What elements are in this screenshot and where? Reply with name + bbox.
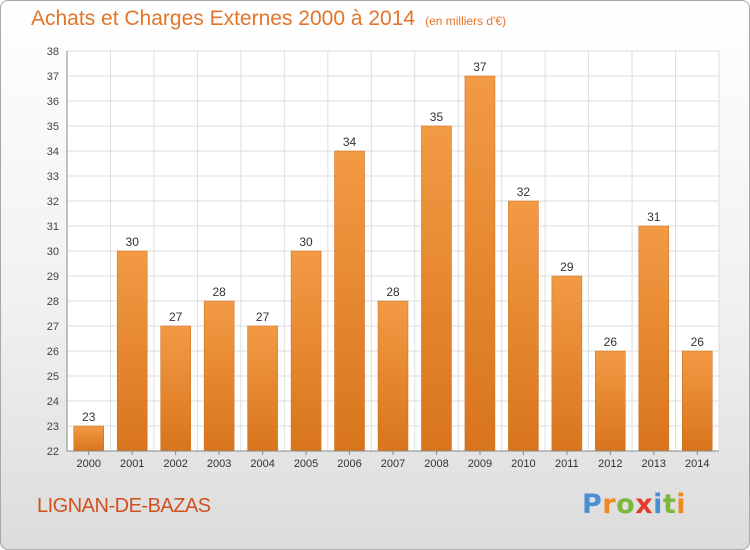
commune-name: LIGNAN-DE-BAZAS [37, 495, 211, 517]
chart-title: Achats et Charges Externes 2000 à 2014 [31, 7, 416, 30]
y-tick-label: 37 [47, 71, 59, 83]
y-tick-label: 24 [47, 396, 59, 408]
bar-2006 [334, 150, 365, 452]
logo-letter: i [676, 489, 687, 520]
bar-value-label: 31 [647, 210, 661, 224]
x-tick-label: 2002 [163, 458, 187, 470]
logo-letter: x [635, 489, 654, 520]
y-tick-label: 25 [47, 371, 59, 383]
x-tick-label: 2001 [120, 458, 144, 470]
bar-value-label: 23 [82, 410, 96, 424]
title-line: Achats et Charges Externes 2000 à 2014 (e… [31, 7, 506, 31]
y-tick-label: 32 [47, 196, 59, 208]
bar-2002 [160, 325, 191, 452]
bar-value-label: 26 [691, 335, 705, 349]
bar-value-label: 27 [256, 310, 270, 324]
bar-2000 [73, 425, 104, 452]
y-tick-label: 28 [47, 296, 59, 308]
bar-value-label: 29 [560, 260, 574, 274]
bar-value-label: 37 [473, 60, 487, 74]
y-tick-label: 26 [47, 346, 59, 358]
bar-value-label: 27 [169, 310, 183, 324]
bar-2014 [682, 350, 713, 452]
y-tick-label: 35 [47, 121, 59, 133]
bar-2001 [116, 250, 148, 452]
y-tick-label: 31 [47, 221, 59, 233]
logo-letter: i [653, 489, 663, 520]
y-tick-label: 23 [47, 421, 59, 433]
bar-2011 [551, 275, 583, 452]
y-tick-label: 27 [47, 321, 59, 333]
bar-2010 [508, 200, 539, 452]
bar-value-label: 28 [212, 285, 226, 299]
logo-letter: o [616, 489, 636, 520]
proxiti-logo: Proxiti [582, 489, 686, 520]
bar-2013 [638, 225, 670, 452]
logo-letter: P [582, 489, 603, 520]
chart-unit-note: (en milliers d'€) [425, 14, 507, 28]
bar-2008 [421, 125, 452, 452]
x-tick-label: 2007 [381, 458, 405, 470]
x-tick-label: 2012 [598, 458, 622, 470]
bar-2003 [203, 300, 235, 452]
bar-value-label: 30 [126, 235, 140, 249]
logo-letter: r [602, 489, 617, 520]
y-tick-label: 33 [47, 171, 59, 183]
bar-2004 [247, 325, 278, 452]
bar-value-label: 28 [386, 285, 400, 299]
y-tick-label: 30 [47, 246, 59, 258]
bar-2005 [290, 250, 322, 452]
y-tick-label: 22 [47, 446, 59, 458]
bar-value-label: 34 [343, 135, 357, 149]
y-tick-label: 34 [47, 146, 59, 158]
x-tick-label: 2005 [294, 458, 318, 470]
x-tick-label: 2004 [250, 458, 274, 470]
bar-2009 [464, 75, 496, 452]
x-tick-label: 2011 [555, 458, 579, 470]
y-tick-label: 29 [47, 271, 59, 283]
bar-value-label: 30 [299, 235, 313, 249]
x-tick-label: 2009 [468, 458, 492, 470]
y-tick-label: 38 [47, 46, 59, 58]
x-tick-label: 2003 [207, 458, 231, 470]
bar-value-label: 26 [604, 335, 618, 349]
bar-2007 [377, 300, 409, 452]
x-tick-label: 2010 [511, 458, 535, 470]
x-tick-label: 2000 [76, 458, 100, 470]
logo-letter: t [662, 489, 677, 520]
bar-2012 [595, 350, 626, 452]
bar-value-label: 32 [517, 185, 531, 199]
y-tick-label: 36 [47, 96, 59, 108]
x-tick-label: 2006 [337, 458, 361, 470]
x-tick-label: 2013 [642, 458, 666, 470]
x-tick-label: 2008 [424, 458, 448, 470]
bar-value-label: 35 [430, 110, 444, 124]
x-tick-label: 2014 [685, 458, 709, 470]
